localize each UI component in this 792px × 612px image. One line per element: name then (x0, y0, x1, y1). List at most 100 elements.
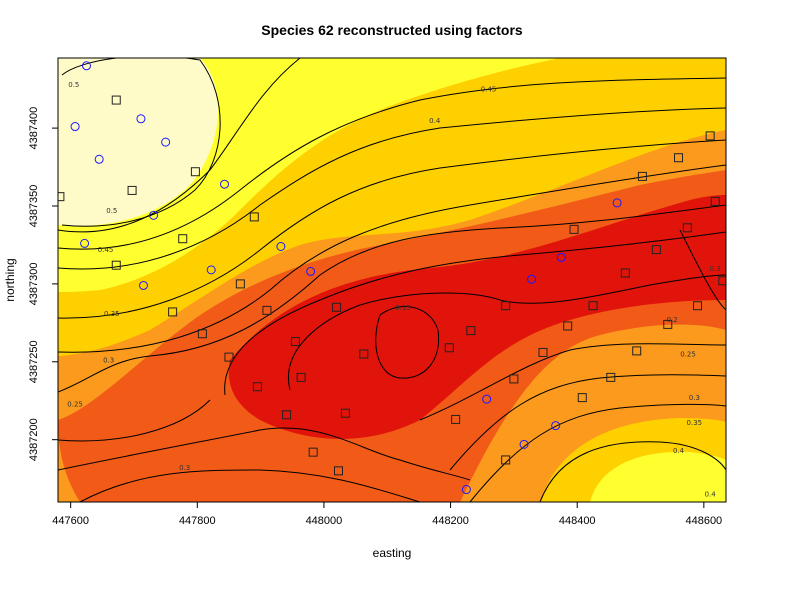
contour-line (58, 399, 211, 442)
circle-point (70, 122, 80, 132)
square-point (235, 279, 245, 289)
square-point (190, 167, 200, 177)
square-point (509, 374, 519, 384)
contour-label: 0.3 (103, 357, 114, 365)
contour-label: 0.5 (68, 81, 79, 89)
y-tick-label: 4387350 (28, 185, 40, 228)
square-point (340, 408, 350, 418)
contour-label: 0.4 (429, 117, 441, 125)
contour-line (419, 343, 726, 421)
square-point (466, 326, 476, 336)
square-point (332, 302, 342, 312)
heat-band-pale-yellow (58, 58, 219, 226)
contour-label: 0.3 (689, 394, 700, 402)
square-point (651, 245, 661, 255)
contour-label: 0.3 (710, 265, 721, 273)
chart-title: Species 62 reconstructed using factors (261, 22, 523, 38)
circle-point (527, 274, 537, 284)
square-point (58, 192, 65, 202)
square-point (501, 455, 511, 465)
contour-label: 0.25 (67, 400, 83, 408)
square-point (718, 276, 726, 286)
contour-line (58, 77, 726, 250)
square-point (197, 329, 207, 339)
square-point (178, 234, 188, 244)
square-point (444, 343, 454, 353)
heat-band-bright-lower (590, 451, 726, 502)
heat-band-deep-red (228, 195, 726, 439)
square-point (663, 319, 673, 329)
circle-point (551, 421, 561, 431)
square-point (333, 466, 343, 476)
contour-label: 0.45 (98, 246, 114, 254)
square-point (569, 224, 579, 234)
circle-point (81, 61, 91, 71)
contour-label: 0.45 (481, 86, 497, 94)
contour-label: 0.5 (106, 207, 117, 215)
contour-line (58, 427, 471, 481)
square-point (674, 153, 684, 163)
plot-frame (57, 57, 727, 503)
square-point (451, 414, 461, 424)
circle-point (276, 242, 286, 252)
square-point (359, 349, 369, 359)
y-tick-label: 4387400 (28, 107, 40, 150)
square-point (290, 337, 300, 347)
x-tick-label: 448600 (685, 515, 722, 527)
square-point (705, 131, 715, 141)
square-point (632, 346, 642, 356)
y-tick-label: 4387300 (28, 262, 40, 305)
square-point (282, 410, 292, 420)
circle-point (161, 137, 171, 147)
y-axis-label: northing (3, 258, 17, 301)
contour-line (58, 139, 726, 319)
square-point (111, 260, 121, 270)
square-point (168, 307, 178, 317)
square-point (127, 185, 137, 195)
contour-label: 0.35 (104, 310, 120, 318)
square-point (111, 95, 121, 105)
x-tick-label: 447800 (179, 515, 216, 527)
contour-line (224, 231, 726, 396)
square-point (501, 301, 511, 311)
contour-line (79, 469, 421, 502)
circle-point (206, 265, 216, 275)
circle-point (519, 439, 529, 449)
contour-line (58, 58, 301, 233)
circle-point (461, 485, 471, 495)
contour-label: 0.4 (673, 447, 685, 455)
square-point (249, 212, 259, 222)
contour-line (58, 204, 726, 393)
contour-label: 0.25 (680, 351, 696, 359)
square-point (682, 223, 692, 233)
square-point (620, 268, 630, 278)
square-point (606, 372, 616, 382)
contour-label: 0.15 (395, 304, 411, 312)
circle-point (149, 210, 159, 220)
square-point (308, 447, 318, 457)
contour-line (449, 374, 726, 471)
square-point (710, 196, 720, 206)
square-point (252, 382, 262, 392)
square-point (538, 347, 548, 357)
contour-line (58, 164, 726, 353)
square-point (637, 171, 647, 181)
plot-area: 0.50.450.40.50.450.350.30.250.150.20.250… (58, 58, 726, 502)
square-point (693, 301, 703, 311)
square-point (262, 305, 272, 315)
y-tick-label: 4387250 (28, 340, 40, 383)
square-point (224, 352, 234, 362)
circle-point (94, 154, 104, 164)
contour-label: 0.3 (179, 464, 190, 472)
contour-line (58, 107, 726, 270)
circle-point (220, 179, 230, 189)
circle-point (80, 238, 90, 248)
circle-point (138, 280, 148, 290)
x-tick-label: 448000 (306, 515, 343, 527)
contour-line (375, 306, 440, 379)
circle-point (556, 252, 566, 262)
circle-point (306, 266, 316, 276)
contour-line (288, 274, 726, 391)
contour-line (679, 229, 726, 311)
